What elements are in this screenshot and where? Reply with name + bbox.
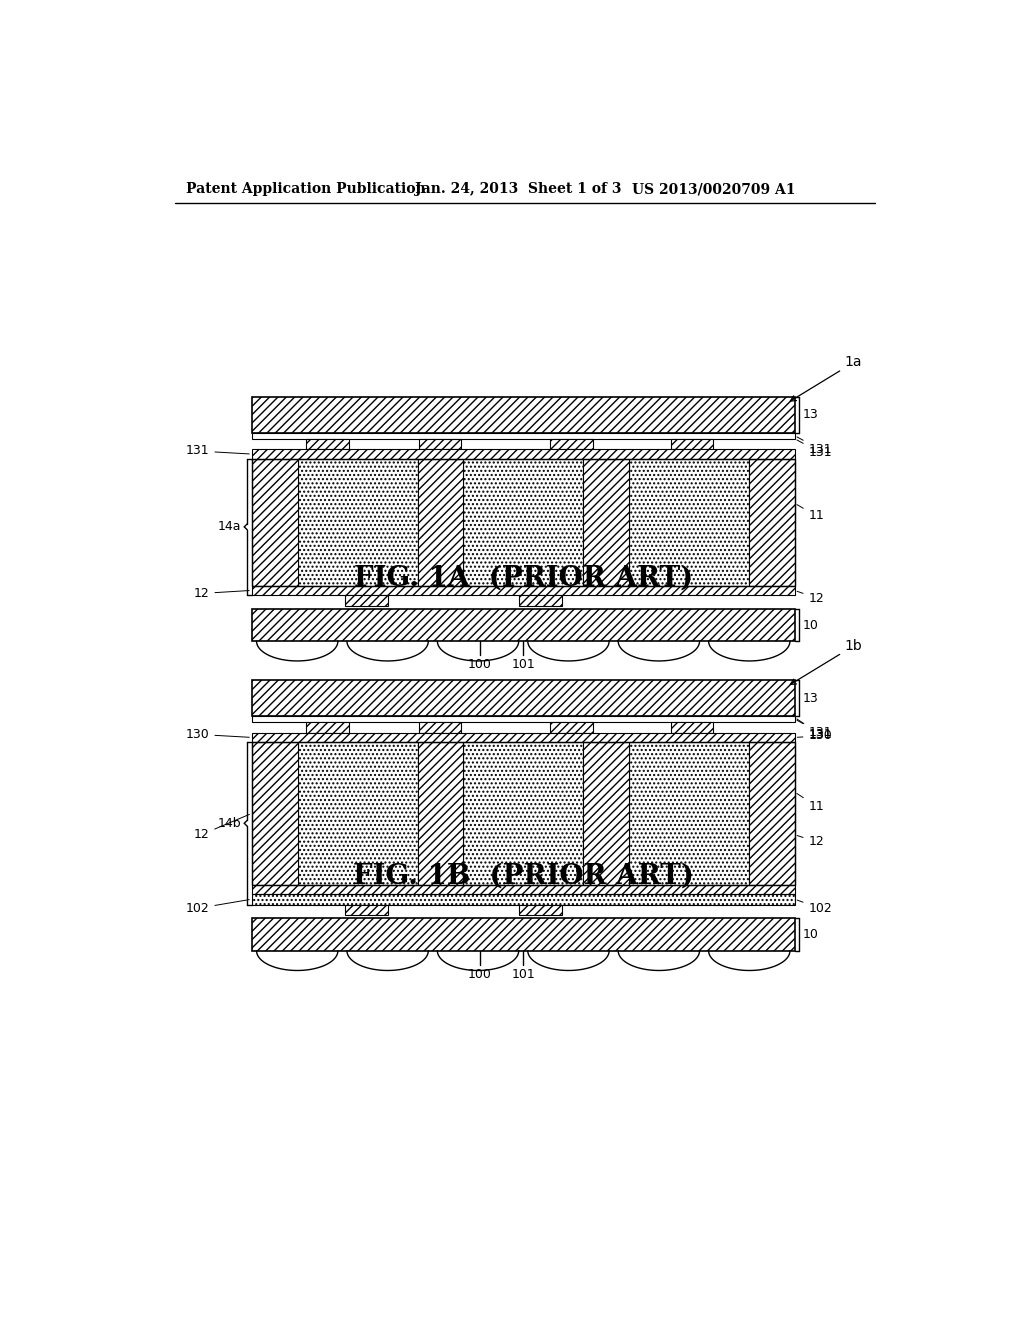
Text: 11: 11: [797, 793, 824, 813]
Bar: [252, 733, 795, 742]
Bar: [252, 884, 795, 894]
Bar: [252, 742, 795, 884]
Text: 10: 10: [802, 619, 818, 631]
Bar: [550, 438, 593, 449]
Text: 100: 100: [468, 968, 492, 981]
Text: 10: 10: [802, 928, 818, 941]
Text: 11: 11: [797, 504, 824, 523]
Bar: [418, 742, 463, 884]
Bar: [749, 742, 795, 884]
Bar: [419, 438, 461, 449]
Bar: [519, 595, 562, 606]
Text: 131: 131: [185, 445, 249, 458]
Bar: [419, 722, 461, 733]
Text: 102: 102: [185, 900, 249, 915]
Text: 12: 12: [797, 591, 824, 605]
Bar: [345, 904, 388, 915]
Bar: [671, 722, 713, 733]
Bar: [252, 449, 795, 459]
Text: 14b: 14b: [217, 817, 241, 830]
Bar: [252, 609, 795, 642]
Bar: [418, 459, 463, 586]
Bar: [629, 459, 749, 586]
Text: FIG. 1A  (PRIOR ART): FIG. 1A (PRIOR ART): [353, 565, 693, 591]
Bar: [463, 742, 584, 884]
Text: 13: 13: [802, 692, 818, 705]
Text: 12: 12: [797, 836, 824, 849]
Text: US 2013/0020709 A1: US 2013/0020709 A1: [632, 182, 796, 197]
Text: 100: 100: [468, 659, 492, 671]
Bar: [749, 459, 795, 586]
Text: 101: 101: [511, 968, 536, 981]
Text: 12: 12: [194, 587, 249, 601]
Text: Patent Application Publication: Patent Application Publication: [186, 182, 426, 197]
Text: 102: 102: [797, 900, 833, 915]
Bar: [252, 681, 795, 715]
Bar: [252, 894, 795, 904]
Bar: [550, 722, 593, 733]
Bar: [252, 433, 795, 438]
Text: 131: 131: [797, 721, 833, 739]
Bar: [298, 742, 418, 884]
Bar: [345, 595, 388, 606]
Bar: [306, 722, 349, 733]
Bar: [252, 586, 795, 595]
Bar: [298, 459, 418, 586]
Bar: [252, 715, 795, 722]
Bar: [629, 742, 749, 884]
Bar: [584, 742, 629, 884]
Text: 1a: 1a: [791, 355, 862, 401]
Bar: [252, 459, 298, 586]
Text: 131: 131: [797, 437, 833, 455]
Text: Jan. 24, 2013  Sheet 1 of 3: Jan. 24, 2013 Sheet 1 of 3: [415, 182, 622, 197]
Bar: [252, 742, 298, 884]
Bar: [252, 459, 795, 586]
Text: 12: 12: [194, 814, 250, 841]
Bar: [519, 904, 562, 915]
Text: 131: 131: [797, 719, 833, 741]
Text: 1b: 1b: [791, 639, 862, 685]
Text: 131: 131: [797, 440, 833, 459]
Text: 130: 130: [798, 730, 833, 742]
Bar: [252, 919, 795, 950]
Text: 14a: 14a: [218, 520, 241, 533]
Text: FIG. 1B  (PRIOR ART): FIG. 1B (PRIOR ART): [353, 862, 693, 890]
Bar: [671, 438, 713, 449]
Text: 130: 130: [185, 727, 249, 741]
Bar: [463, 459, 584, 586]
Text: 101: 101: [511, 659, 536, 671]
Bar: [306, 438, 349, 449]
Bar: [252, 397, 795, 433]
Bar: [584, 459, 629, 586]
Text: 13: 13: [802, 408, 818, 421]
